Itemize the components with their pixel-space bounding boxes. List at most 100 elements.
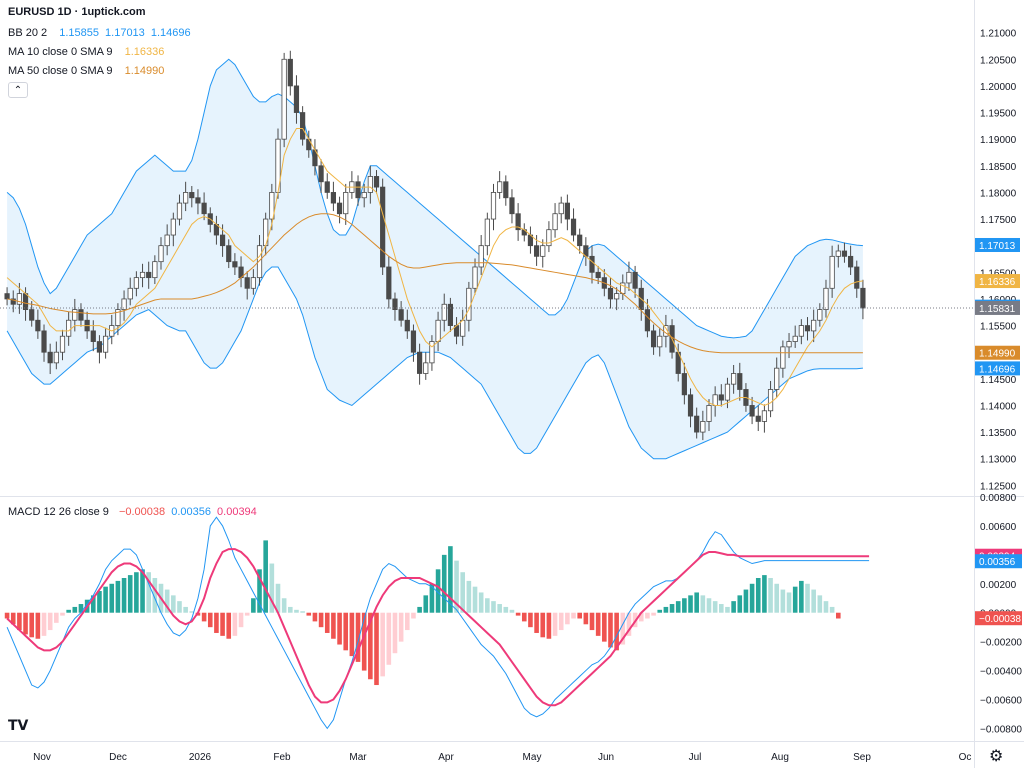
macd-histogram-bar [780,589,786,613]
macd-histogram-bar [448,546,453,613]
macd-histogram-bar [694,592,699,613]
time-tick-label: Feb [273,752,291,763]
macd-histogram-bar [478,592,484,613]
candle-down [564,202,570,220]
bb-lower-value: 1.14696 [150,27,191,39]
macd-histogram-bar [651,612,656,616]
ma50-legend[interactable]: MA 50 close 0 SMA 9 1.14990 [8,64,167,78]
candle-up [361,192,367,199]
chevron-up-icon: ⌃ [13,85,23,96]
price-tick-label: 1.14000 [980,401,1017,412]
macd-histogram-bar [608,612,613,648]
price-tick-label: 1.13000 [980,455,1017,466]
macd-histogram-bar [417,606,422,613]
candle-up [423,362,429,374]
macd-histogram-bar [361,612,367,671]
macd-histogram-bar [244,612,250,616]
ma10-legend[interactable]: MA 10 close 0 SMA 9 1.16336 [8,45,167,59]
macd-label-text: −0.00038 [979,614,1021,625]
macd-histogram-bar [595,612,601,636]
bb-fill [7,59,863,459]
macd-panel [4,516,870,730]
macd-histogram-bar [749,583,755,613]
candle-down [96,341,103,353]
macd-histogram-bar [214,612,219,633]
bb-basis-value: 1.15855 [59,27,99,39]
candle-down [841,250,848,257]
price-tick-label: 1.20000 [980,82,1017,93]
time-tick-label: Jun [598,752,614,763]
macd-histogram-bar [201,612,207,622]
price-label-text: 1.17013 [979,241,1016,252]
macd-histogram-bar [497,604,502,613]
price-tick-label: 1.15500 [980,322,1017,333]
candle-up [66,319,72,337]
candle-up [798,325,804,337]
candle-down [749,405,755,417]
candle-down [577,234,583,247]
macd-tick-label: 0.00600 [980,522,1017,533]
macd-histogram-bar [515,612,521,616]
macd-histogram-bar [183,606,188,613]
candle-down [330,192,337,204]
macd-histogram-bar [528,612,533,628]
candle-up [540,245,546,257]
macd-tick-label: −0.00200 [980,638,1022,649]
tradingview-logo[interactable]: TV [8,718,29,734]
gear-icon[interactable]: ⚙ [989,746,1004,765]
candle-up [478,245,484,268]
price-tick-label: 1.12500 [980,481,1017,492]
candle-down [195,197,201,204]
macd-histogram-bar [368,612,373,680]
candle-up [558,202,564,215]
macd-histogram-bar [331,612,336,639]
candle-down [300,112,306,140]
candle-down [47,351,53,364]
candle-down [755,415,761,422]
candle-up [158,245,164,263]
macd-histogram-bar [306,612,312,616]
ma50-value: 1.14990 [124,65,165,77]
price-tick-label: 1.20500 [980,55,1017,66]
macd-histogram-bar [454,560,459,613]
candle-up [343,192,349,215]
bb-legend[interactable]: BB 20 2 1.15855 1.17013 1.14696 [8,26,194,40]
macd-histogram-bar [811,589,816,613]
macd-histogram-bar [675,601,681,613]
price-label-box [975,274,1020,289]
macd-histogram-bar [725,606,730,613]
macd-histogram-bar [60,612,65,616]
candle-up [435,319,441,342]
candle-up [484,218,490,247]
macd-label-box [975,611,1022,626]
candle-down [306,138,312,151]
bb-upper-line [6,58,863,339]
macd-tick-label: −0.00400 [980,667,1022,678]
macd-legend[interactable]: MACD 12 26 close 9 −0.00038 0.00356 0.00… [8,505,260,519]
macd-histogram-bar [90,595,96,613]
macd-histogram-bar [164,589,170,613]
price-tick-label: 1.19000 [980,135,1017,146]
collapse-legend-button[interactable]: ⌃ [8,82,28,98]
price-label-text: 1.14990 [979,349,1016,360]
macd-histogram-bar [565,612,570,625]
time-tick-label: Oc [959,752,972,763]
bollinger-bands [6,58,863,460]
macd-histogram-bar [281,598,287,613]
candle-up [731,373,737,385]
candle-down [737,373,743,390]
candle-up [811,319,817,332]
macd-line [6,516,870,730]
candle-down [447,303,453,326]
macd-histogram-bar [97,591,102,613]
macd-label-box [975,554,1022,569]
price-label-box [975,345,1020,360]
candle-up [460,319,466,337]
macd-histogram-bar [343,612,349,651]
macd-histogram-bar [294,609,299,613]
macd-signal-value: 0.00394 [217,506,257,518]
price-tick-label: 1.14500 [980,375,1017,386]
macd-histogram-bar [835,612,841,619]
candle-down [607,287,614,300]
